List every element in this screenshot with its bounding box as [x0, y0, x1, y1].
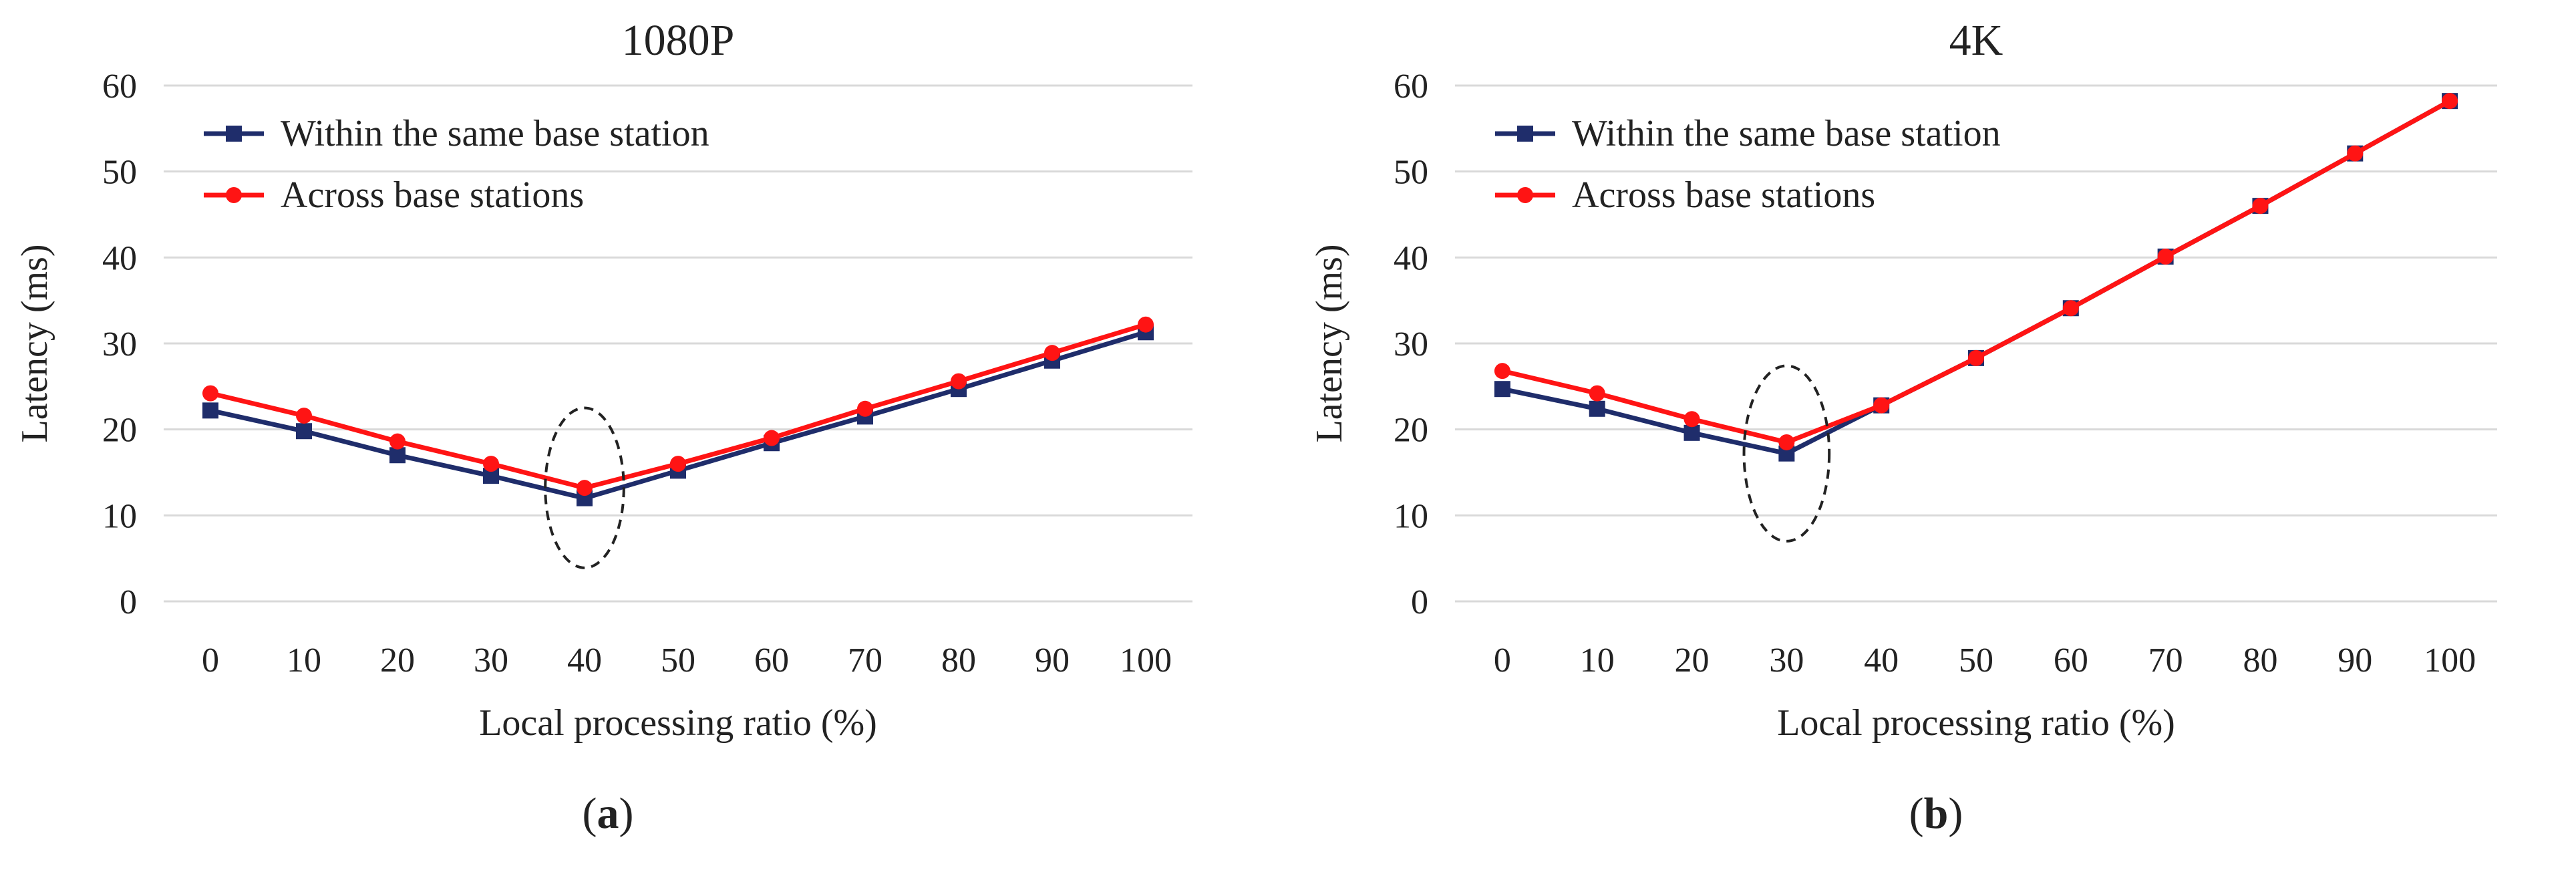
x-tick-label: 10	[287, 641, 321, 680]
x-tick-label: 80	[2243, 641, 2277, 680]
legend-label: Within the same base station	[281, 113, 709, 154]
x-tick-label: 100	[1120, 641, 1172, 680]
data-point-marker	[2062, 300, 2079, 317]
x-axis-title: Local processing ratio (%)	[1777, 702, 2175, 744]
x-tick-label: 60	[754, 641, 789, 680]
x-tick-label: 50	[1959, 641, 1993, 680]
y-axis-title: Latency (ms)	[14, 245, 55, 443]
data-point-marker	[296, 408, 312, 424]
legend-label: Across base stations	[1572, 174, 1875, 216]
data-point-marker	[577, 480, 593, 496]
data-point-marker	[483, 456, 499, 472]
panel-label-letter: a	[597, 789, 619, 838]
panel-label-close-paren: )	[1948, 789, 1963, 838]
legend-marker	[226, 187, 242, 203]
y-tick-label: 40	[1394, 239, 1428, 277]
chart-title: 4K	[1949, 16, 2003, 65]
chart-svg-b: 0 10 20 30 40 50 60 0 10 20 30 40 50 60 70 80 90 100 4K Loc…	[1309, 16, 2497, 744]
x-tick-label: 90	[2338, 641, 2372, 680]
chart-title: 1080P	[622, 16, 735, 65]
data-point-marker	[1494, 381, 1510, 398]
annotation-ellipse	[544, 406, 625, 569]
legend-marker	[1517, 187, 1533, 203]
data-point-marker	[296, 423, 312, 440]
data-point-marker	[1968, 349, 1984, 366]
x-tick-label: 30	[474, 641, 508, 680]
annotation-ellipse	[1742, 364, 1831, 543]
x-tick-label: 100	[2424, 641, 2476, 680]
chart-panel-a: 0 10 20 30 40 50 60 0 10 20 30 40 50 60 70 80 90 100 1080P…	[14, 16, 1192, 839]
data-point-marker	[670, 456, 686, 472]
legend-marker	[1517, 126, 1533, 142]
panel-label-open-paren: (	[582, 789, 597, 838]
x-tick-label: 70	[2148, 641, 2183, 680]
y-tick-label: 20	[1394, 412, 1428, 450]
data-point-marker	[1138, 316, 1154, 333]
y-tick-label: 0	[1411, 583, 1428, 621]
y-tick-label: 0	[120, 583, 137, 621]
x-tick-label: 40	[567, 641, 602, 680]
y-tick-label: 50	[102, 154, 137, 192]
panel-label-a: (a)	[508, 788, 708, 839]
x-tick-label: 20	[380, 641, 415, 680]
x-tick-label: 80	[941, 641, 976, 680]
x-tick-label: 0	[202, 641, 219, 680]
data-point-marker	[1778, 434, 1795, 450]
panel-label-b: (b)	[1836, 788, 2036, 839]
x-tick-label: 30	[1769, 641, 1804, 680]
panel-label-letter: b	[1923, 789, 1949, 838]
y-axis-title: Latency (ms)	[1309, 245, 1350, 443]
x-axis-title: Local processing ratio (%)	[479, 702, 877, 744]
x-tick-label: 50	[661, 641, 695, 680]
x-tick-label: 40	[1864, 641, 1899, 680]
x-tick-label: 60	[2054, 641, 2088, 680]
chart-svg-a: 0 10 20 30 40 50 60 0 10 20 30 40 50 60 70 80 90 100 1080P…	[14, 16, 1192, 744]
legend-marker	[226, 126, 242, 142]
y-tick-label: 60	[102, 67, 137, 106]
data-point-marker	[2442, 93, 2458, 110]
x-tick-label: 70	[848, 641, 882, 680]
data-point-marker	[764, 430, 780, 446]
legend-label: Across base stations	[281, 174, 584, 216]
x-tick-label: 90	[1035, 641, 1070, 680]
data-point-marker	[389, 433, 406, 450]
data-point-marker	[2252, 198, 2269, 214]
chart-panel-b: 0 10 20 30 40 50 60 0 10 20 30 40 50 60 70 80 90 100 4K Loc…	[1288, 0, 2576, 884]
panel-label-open-paren: (	[1909, 789, 1924, 838]
x-tick-label: 20	[1675, 641, 1710, 680]
legend-label: Within the same base station	[1572, 113, 2001, 154]
data-point-marker	[202, 385, 218, 402]
data-point-marker	[1683, 424, 1700, 441]
y-tick-label: 60	[1394, 67, 1428, 106]
data-point-marker	[2157, 249, 2174, 265]
x-tick-label: 0	[1494, 641, 1511, 680]
y-tick-label: 10	[102, 497, 137, 535]
data-point-marker	[389, 447, 406, 464]
y-tick-label: 20	[102, 412, 137, 450]
data-point-marker	[1494, 363, 1510, 380]
data-point-marker	[2347, 145, 2364, 162]
data-point-marker	[1589, 400, 1605, 417]
data-point-marker	[202, 402, 218, 419]
y-tick-label: 30	[102, 325, 137, 363]
panel-label-close-paren: )	[619, 789, 634, 838]
data-point-marker	[951, 373, 967, 390]
data-point-marker	[1044, 345, 1060, 361]
data-point-marker	[1873, 397, 1890, 414]
y-tick-label: 30	[1394, 325, 1428, 363]
data-point-marker	[857, 400, 873, 417]
data-point-marker	[1589, 385, 1605, 402]
y-tick-label: 40	[102, 239, 137, 277]
y-tick-label: 50	[1394, 154, 1428, 192]
data-point-marker	[1683, 411, 1700, 428]
y-tick-label: 10	[1394, 497, 1428, 535]
x-tick-label: 10	[1580, 641, 1615, 680]
